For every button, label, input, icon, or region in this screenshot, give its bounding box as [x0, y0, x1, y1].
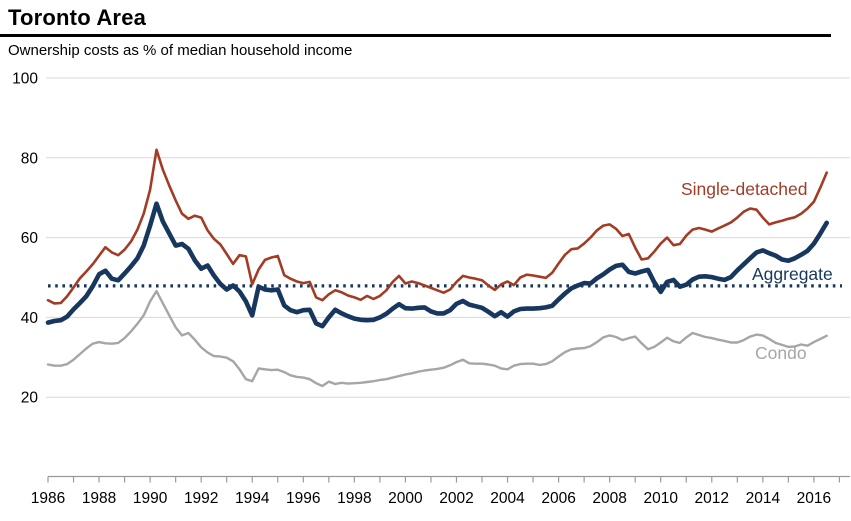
- x-tick-label-1988: 1988: [82, 490, 116, 507]
- x-tick-label-1992: 1992: [184, 490, 218, 507]
- x-tick-label-2010: 2010: [643, 490, 678, 507]
- x-tick-label-1996: 1996: [286, 490, 320, 507]
- x-tick-label-2000: 2000: [388, 490, 423, 507]
- x-tick-label-1998: 1998: [337, 490, 371, 507]
- x-tick-label-2014: 2014: [746, 490, 781, 507]
- legend-condo: Condo: [755, 343, 807, 363]
- x-tick-label-2004: 2004: [490, 490, 525, 507]
- legend-aggregate: Aggregate: [752, 264, 833, 284]
- page-title: Toronto Area: [8, 5, 147, 30]
- y-tick-label-80: 80: [21, 150, 39, 167]
- x-tick-label-2012: 2012: [695, 490, 729, 507]
- series-line-single-detached: [46, 148, 829, 305]
- y-tick-label-100: 100: [12, 71, 38, 88]
- x-tick-label-2006: 2006: [541, 490, 575, 507]
- x-tick-label-2008: 2008: [592, 490, 626, 507]
- legend-single-detached: Single-detached: [681, 179, 808, 199]
- y-tick-label-60: 60: [21, 230, 39, 247]
- x-tick-label-2016: 2016: [797, 490, 831, 507]
- y-tick-label-20: 20: [21, 390, 39, 407]
- title-underline-rule: [0, 34, 831, 37]
- series-line-condo: [46, 289, 828, 388]
- x-tick-label-2002: 2002: [439, 490, 473, 507]
- chart-subtitle: Ownership costs as % of median household…: [8, 42, 353, 59]
- x-tick-label-1990: 1990: [133, 490, 168, 507]
- y-tick-label-40: 40: [21, 310, 39, 327]
- x-tick-label-1994: 1994: [235, 490, 270, 507]
- x-tick-label-1986: 1986: [31, 490, 65, 507]
- series-line-aggregate: [45, 201, 830, 329]
